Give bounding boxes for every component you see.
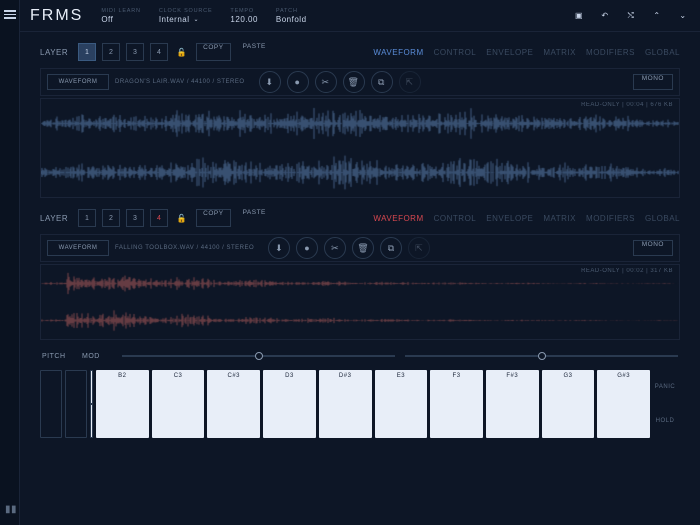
layer1-label: LAYER [40, 48, 68, 57]
layer1-filename: DRAGON'S LAIR.WAV / 44100 / STEREO [115, 79, 245, 85]
pitch-slider[interactable] [122, 355, 395, 357]
tab2-envelope[interactable]: ENVELOPE [486, 214, 533, 223]
keyboard: B2 C3 C#3 D3 D#3 E3 F3 F#3 G3 G#3 PANIC … [40, 370, 680, 438]
save-icon[interactable]: ▣ [572, 9, 586, 23]
tab-modifiers[interactable]: MODIFIERS [586, 48, 635, 57]
layer1-cut-icon[interactable]: ✂ [315, 71, 337, 93]
layer1-record-icon[interactable]: ● [287, 71, 309, 93]
layer1-btn-4[interactable]: 4 [150, 43, 168, 61]
key-c3[interactable]: C3 [152, 370, 205, 438]
layer1-btn-3[interactable]: 3 [126, 43, 144, 61]
layer2-btn-3[interactable]: 3 [126, 209, 144, 227]
layer1-source-dropdown[interactable]: WAVEFORM [47, 74, 109, 90]
key-gs3[interactable]: G#3 [597, 370, 650, 438]
layer2-mono-button[interactable]: MONO [633, 240, 673, 256]
layer2-delete-icon[interactable]: 🗑 [352, 237, 374, 259]
layer1-wave-info: READ-ONLY | 00:04 | 676 KB [581, 102, 673, 108]
key-mod-split[interactable] [90, 370, 93, 438]
menu-icon[interactable] [4, 8, 16, 21]
tab2-waveform[interactable]: WAVEFORM [373, 214, 423, 223]
layer2-btn-1[interactable]: 1 [78, 209, 96, 227]
layer2-download-icon[interactable]: ⬇ [268, 237, 290, 259]
midi-learn-field[interactable]: MIDI LEARN Off [101, 8, 140, 24]
clock-source-field[interactable]: CLOCK SOURCE Internal⌄ [159, 8, 213, 24]
layer2-waveform-display[interactable]: READ-ONLY | 00:02 | 317 KB [40, 264, 680, 340]
layer2-header: LAYER 1 2 3 4 🔓 COPY PASTE WAVEFORM CONT… [40, 206, 680, 230]
shuffle-icon[interactable]: ⤭ [624, 9, 638, 23]
layer2-source-dropdown[interactable]: WAVEFORM [47, 240, 109, 256]
tab-matrix[interactable]: MATRIX [543, 48, 576, 57]
left-sidebar: ▮▮ [0, 0, 20, 525]
slider-row: PITCH MOD [40, 346, 680, 366]
layer2-cut-icon[interactable]: ✂ [324, 237, 346, 259]
tab2-matrix[interactable]: MATRIX [543, 214, 576, 223]
prev-patch-icon[interactable]: ⌃ [650, 9, 664, 23]
key-cs3[interactable]: C#3 [207, 370, 260, 438]
layer2-btn-2[interactable]: 2 [102, 209, 120, 227]
layer2-wave-info: READ-ONLY | 00:02 | 317 KB [581, 268, 673, 274]
chevron-down-icon: ⌄ [194, 16, 200, 23]
tab-waveform[interactable]: WAVEFORM [373, 48, 423, 57]
app-logo: FRMS [30, 7, 83, 25]
layer1-wave-controls: WAVEFORM DRAGON'S LAIR.WAV / 44100 / STE… [40, 68, 680, 96]
layer2-record-icon[interactable]: ● [296, 237, 318, 259]
layer1-delete-icon[interactable]: 🗑 [343, 71, 365, 93]
patch-field[interactable]: PATCH Bonfold [276, 8, 307, 24]
key-mod-2[interactable] [65, 370, 87, 438]
key-mod-1[interactable] [40, 370, 62, 438]
layer2-lock-icon[interactable]: 🔓 [174, 209, 190, 227]
tab2-global[interactable]: GLOBAL [645, 214, 680, 223]
mod-thumb[interactable] [538, 352, 546, 360]
key-ds3[interactable]: D#3 [319, 370, 372, 438]
layer2-external-icon[interactable]: ⇱ [408, 237, 430, 259]
layer1-lock-icon[interactable]: 🔓 [174, 43, 190, 61]
tab2-control[interactable]: CONTROL [434, 214, 477, 223]
layer1-external-icon[interactable]: ⇱ [399, 71, 421, 93]
layer1-copy-icon[interactable]: ⧉ [371, 71, 393, 93]
keyboard-toggle-icon[interactable]: ▮▮ [5, 504, 17, 515]
next-patch-icon[interactable]: ⌄ [676, 9, 690, 23]
layer2-copy-button[interactable]: COPY [196, 209, 230, 227]
layer2-copy-icon[interactable]: ⧉ [380, 237, 402, 259]
layer1-download-icon[interactable]: ⬇ [259, 71, 281, 93]
layer1-paste-button[interactable]: PASTE [237, 43, 272, 61]
layer2-paste-button[interactable]: PASTE [237, 209, 272, 227]
key-f3[interactable]: F3 [430, 370, 483, 438]
layer1-header: LAYER 1 2 3 4 🔓 COPY PASTE WAVEFORM CONT… [40, 40, 680, 64]
key-d3[interactable]: D3 [263, 370, 316, 438]
key-fs3[interactable]: F#3 [486, 370, 539, 438]
mod-label: MOD [82, 353, 112, 360]
key-b2[interactable]: B2 [96, 370, 149, 438]
layer1-btn-2[interactable]: 2 [102, 43, 120, 61]
layer1-mono-button[interactable]: MONO [633, 74, 673, 90]
pitch-label: PITCH [42, 353, 72, 360]
key-g3[interactable]: G3 [542, 370, 595, 438]
layer2-filename: FALLING TOOLBOX.WAV / 44100 / STEREO [115, 245, 254, 251]
tab-global[interactable]: GLOBAL [645, 48, 680, 57]
hold-button[interactable]: HOLD [656, 418, 675, 424]
layer2-wave-controls: WAVEFORM FALLING TOOLBOX.WAV / 44100 / S… [40, 234, 680, 262]
undo-icon[interactable]: ↶ [598, 9, 612, 23]
mod-slider[interactable] [405, 355, 678, 357]
header: FRMS MIDI LEARN Off CLOCK SOURCE Interna… [20, 0, 700, 32]
tab2-modifiers[interactable]: MODIFIERS [586, 214, 635, 223]
tab-envelope[interactable]: ENVELOPE [486, 48, 533, 57]
layer1-waveform-display[interactable]: READ-ONLY | 00:04 | 676 KB [40, 98, 680, 198]
key-e3[interactable]: E3 [375, 370, 428, 438]
layer2-label: LAYER [40, 214, 68, 223]
layer1-btn-1[interactable]: 1 [78, 43, 96, 61]
tempo-field[interactable]: TEMPO 120.00 [230, 8, 257, 24]
layer1-copy-button[interactable]: COPY [196, 43, 230, 61]
tab-control[interactable]: CONTROL [434, 48, 477, 57]
layer2-btn-4[interactable]: 4 [150, 209, 168, 227]
panic-button[interactable]: PANIC [655, 384, 675, 390]
pitch-thumb[interactable] [255, 352, 263, 360]
